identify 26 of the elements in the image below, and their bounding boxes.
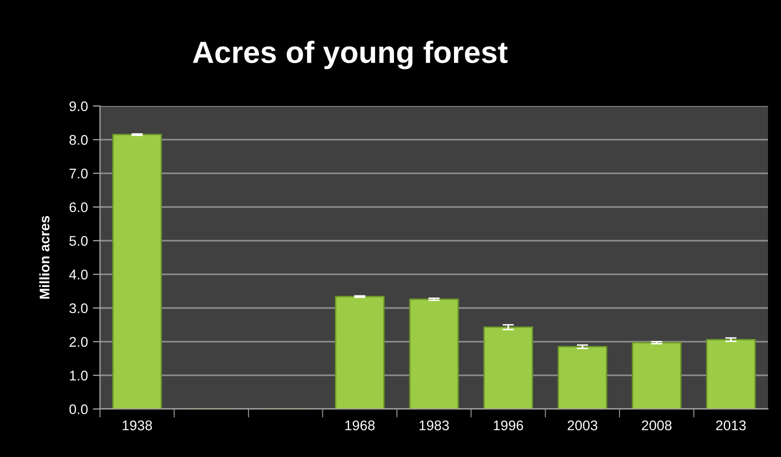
bar bbox=[112, 134, 162, 409]
y-tick-label: 8.0 bbox=[69, 135, 88, 145]
bar bbox=[409, 298, 459, 409]
x-tick-label: 1983 bbox=[420, 420, 449, 430]
y-tick-label: 5.0 bbox=[69, 236, 88, 246]
y-tick-label: 2.0 bbox=[70, 337, 88, 347]
y-axis-title: Million acres bbox=[39, 216, 50, 299]
y-tick-label: 4.0 bbox=[69, 270, 88, 280]
y-tick-label: 6.0 bbox=[70, 202, 88, 212]
x-tick-label: 2013 bbox=[716, 420, 746, 430]
bar bbox=[632, 342, 682, 409]
bar bbox=[706, 338, 756, 409]
chart-title: Acres of young forest bbox=[192, 40, 508, 70]
bar bbox=[483, 326, 534, 409]
x-tick-label: 1938 bbox=[122, 420, 152, 430]
y-tick-label: 1.0 bbox=[70, 370, 88, 381]
x-tick-label: 2008 bbox=[642, 420, 672, 430]
x-tick-label: 2003 bbox=[568, 420, 598, 430]
x-tick-label: 1996 bbox=[494, 420, 524, 430]
y-tick-label: 0.0 bbox=[69, 404, 88, 414]
y-tick-label: 3.0 bbox=[69, 303, 88, 314]
bar bbox=[334, 296, 385, 409]
y-tick-label: 7.0 bbox=[70, 168, 88, 179]
x-tick-label: 1968 bbox=[345, 420, 375, 430]
y-tick-label: 9.0 bbox=[70, 101, 88, 112]
bar bbox=[558, 346, 608, 409]
